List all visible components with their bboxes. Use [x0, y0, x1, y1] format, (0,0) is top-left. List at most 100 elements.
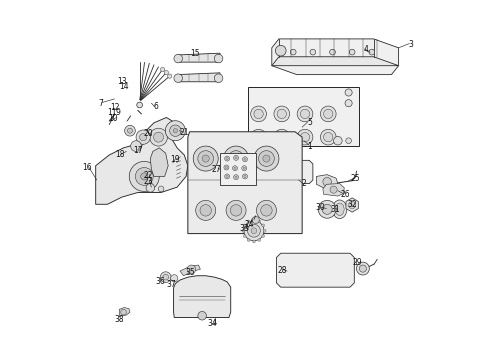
Polygon shape [272, 57, 398, 66]
Circle shape [244, 158, 246, 160]
Circle shape [251, 228, 257, 234]
Circle shape [297, 129, 313, 145]
Text: 18: 18 [115, 150, 125, 159]
Circle shape [369, 49, 375, 55]
Circle shape [356, 262, 369, 275]
Text: 32: 32 [347, 200, 357, 209]
Circle shape [173, 129, 177, 133]
Text: 17: 17 [133, 146, 143, 155]
Circle shape [243, 167, 245, 169]
Circle shape [261, 204, 272, 216]
Circle shape [163, 274, 169, 280]
Text: 37: 37 [167, 280, 176, 289]
Circle shape [243, 224, 246, 227]
Text: 4: 4 [364, 45, 369, 54]
Circle shape [277, 109, 287, 118]
Circle shape [247, 224, 260, 237]
Text: 15: 15 [190, 49, 200, 58]
Bar [248, 87, 359, 146]
Circle shape [224, 174, 230, 179]
Circle shape [224, 156, 230, 161]
Circle shape [242, 229, 245, 232]
Polygon shape [173, 276, 231, 318]
Circle shape [300, 132, 310, 142]
Text: 10: 10 [108, 114, 118, 123]
Text: 35: 35 [186, 268, 195, 277]
Circle shape [214, 74, 223, 82]
Circle shape [198, 151, 214, 166]
Circle shape [226, 201, 246, 220]
Text: 19: 19 [171, 155, 180, 164]
Circle shape [214, 54, 223, 63]
Circle shape [254, 132, 263, 142]
Circle shape [323, 109, 333, 118]
Circle shape [243, 174, 247, 179]
Circle shape [235, 176, 237, 178]
Text: 9: 9 [116, 108, 121, 117]
Circle shape [224, 165, 229, 170]
Circle shape [149, 128, 168, 146]
Circle shape [160, 272, 171, 283]
Circle shape [135, 167, 153, 185]
Circle shape [131, 141, 142, 152]
Text: 28: 28 [278, 266, 287, 275]
Text: 22: 22 [143, 171, 152, 180]
Circle shape [259, 151, 274, 166]
Circle shape [252, 219, 255, 221]
Text: 29: 29 [353, 258, 362, 267]
Ellipse shape [288, 263, 297, 277]
Circle shape [256, 201, 276, 220]
Circle shape [202, 155, 209, 162]
Ellipse shape [270, 165, 284, 180]
Circle shape [320, 106, 336, 122]
Text: 25: 25 [351, 175, 361, 184]
Circle shape [226, 175, 228, 177]
Circle shape [140, 134, 147, 141]
Text: 20: 20 [143, 129, 153, 138]
Text: 11: 11 [107, 108, 117, 117]
Text: 34: 34 [207, 319, 217, 328]
Ellipse shape [290, 165, 304, 180]
Circle shape [252, 240, 255, 243]
Circle shape [243, 235, 246, 238]
Circle shape [193, 146, 218, 171]
Circle shape [330, 49, 335, 55]
Circle shape [300, 109, 310, 118]
Circle shape [274, 129, 290, 145]
Circle shape [198, 311, 206, 320]
Text: 38: 38 [115, 315, 124, 324]
Circle shape [234, 156, 239, 160]
Text: 14: 14 [120, 82, 129, 91]
Circle shape [223, 146, 248, 171]
Circle shape [247, 220, 250, 223]
Polygon shape [177, 53, 220, 62]
Circle shape [174, 74, 182, 82]
Text: 1: 1 [307, 141, 312, 150]
Text: 2: 2 [301, 179, 306, 188]
Circle shape [297, 106, 313, 122]
Circle shape [187, 265, 196, 274]
Circle shape [164, 71, 169, 75]
Polygon shape [96, 117, 188, 204]
Circle shape [345, 100, 352, 107]
Circle shape [234, 175, 239, 180]
Text: 33: 33 [239, 224, 249, 233]
Ellipse shape [335, 203, 344, 216]
Circle shape [232, 166, 238, 171]
Circle shape [200, 204, 211, 216]
Polygon shape [188, 132, 302, 234]
Polygon shape [276, 253, 354, 287]
Polygon shape [346, 198, 358, 212]
Circle shape [275, 45, 286, 56]
Text: 36: 36 [155, 277, 165, 286]
Circle shape [242, 166, 247, 171]
Circle shape [359, 265, 367, 272]
Circle shape [345, 89, 352, 96]
Circle shape [291, 49, 296, 55]
Text: 7: 7 [98, 99, 103, 108]
Circle shape [318, 201, 336, 218]
Circle shape [121, 309, 126, 315]
Circle shape [196, 201, 216, 220]
Circle shape [251, 129, 267, 145]
Circle shape [310, 49, 316, 55]
